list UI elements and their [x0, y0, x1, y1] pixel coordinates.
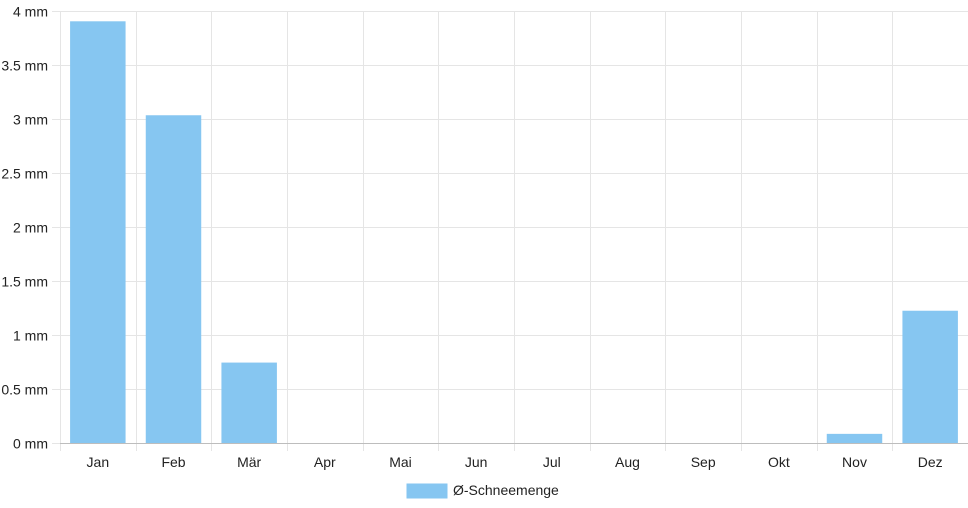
bars	[70, 21, 958, 444]
x-tick-label: Sep	[691, 454, 716, 470]
y-tick-label: 1 mm	[13, 328, 48, 344]
x-tick-label: Feb	[161, 454, 185, 470]
x-tick-label: Aug	[615, 454, 640, 470]
y-tick-label: 3.5 mm	[1, 58, 48, 74]
y-tick-label: 2.5 mm	[1, 166, 48, 182]
bar-mär[interactable]	[221, 362, 277, 444]
axes: 0 mm 0.5 mm 1 mm 1.5 mm 2 mm 2.5 mm 3 mm 3.5 mm…	[1, 4, 968, 470]
x-tick-label: Jun	[465, 454, 488, 470]
y-tick-label: 2 mm	[13, 220, 48, 236]
x-tick-label: Dez	[918, 454, 943, 470]
x-tick-label: Mai	[389, 454, 412, 470]
x-tick-label: Apr	[314, 454, 336, 470]
y-tick-label: 3 mm	[13, 112, 48, 128]
x-tick-label: Mär	[237, 454, 261, 470]
y-tick-label: 4 mm	[13, 4, 48, 20]
bar-dez[interactable]	[902, 310, 958, 444]
x-tick-label: Jul	[543, 454, 561, 470]
legend[interactable]: Ø-Schneemenge	[406, 482, 559, 499]
legend-label[interactable]: Ø-Schneemenge	[453, 482, 559, 498]
y-tick-label: 0 mm	[13, 436, 48, 452]
legend-swatch[interactable]	[406, 483, 448, 499]
x-tick-label: Nov	[842, 454, 867, 470]
bar-feb[interactable]	[145, 115, 202, 444]
x-tick-label: Jan	[87, 454, 110, 470]
bar-nov[interactable]	[826, 433, 883, 444]
y-tick-label: 1.5 mm	[1, 274, 48, 290]
bar-jan[interactable]	[70, 21, 126, 444]
x-tick-label: Okt	[768, 454, 790, 470]
y-tick-label: 0.5 mm	[1, 382, 48, 398]
grid-lines	[52, 11, 968, 451]
